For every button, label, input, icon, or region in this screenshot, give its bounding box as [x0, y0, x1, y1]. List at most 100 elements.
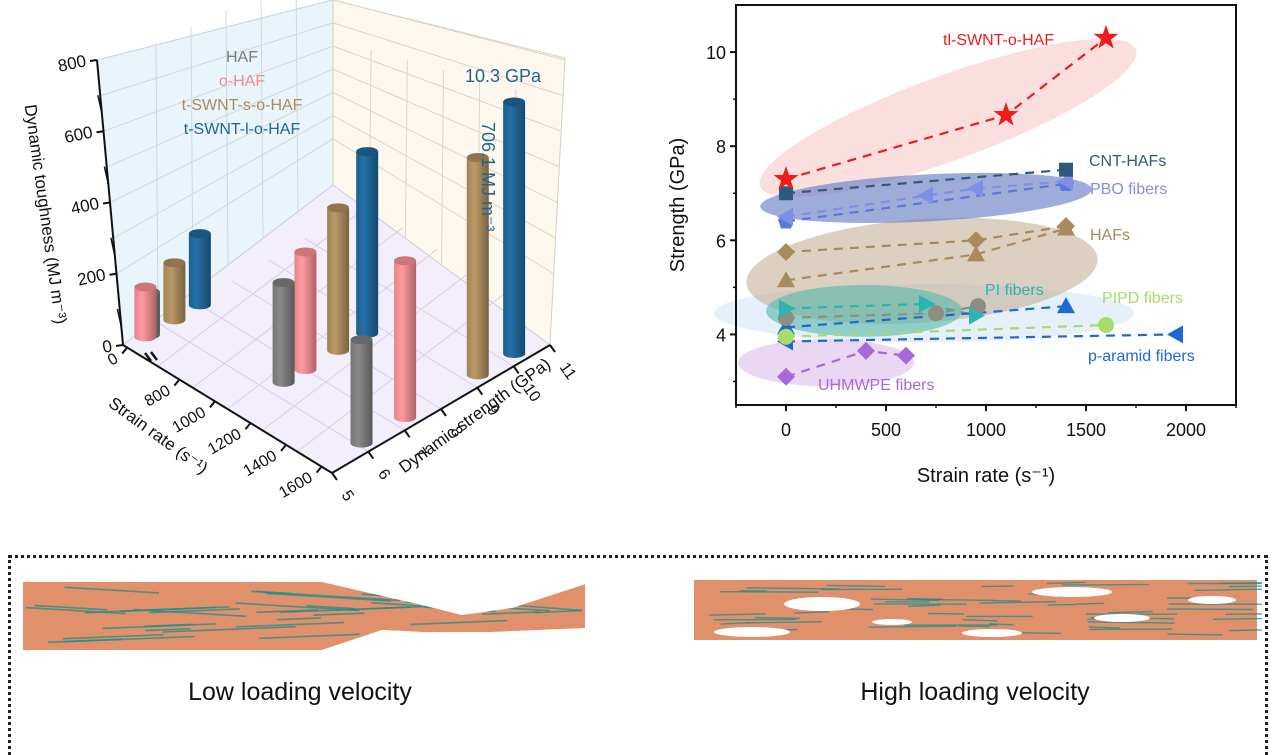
bar-body [189, 234, 211, 310]
z-tick [97, 131, 104, 132]
bar-body [163, 263, 185, 325]
legend-t-swnt-s-o-haf: t-SWNT-s-o-HAF [182, 97, 303, 114]
strength-tick [441, 409, 446, 416]
strain-tick [122, 348, 127, 354]
strain-tick-label: 1400 [241, 448, 280, 481]
polymer-chain [1076, 603, 1104, 604]
point-cnt-hafs [1059, 163, 1073, 177]
void [872, 619, 912, 625]
strength-tick-label: 6 [374, 466, 393, 483]
polymer-chain [827, 585, 885, 586]
strain-tick [245, 423, 250, 429]
polymer-chain [755, 618, 800, 619]
point-p-aramid-fibers [1167, 325, 1183, 343]
bar-top [327, 203, 349, 212]
bar-t-swnt-l-o-haf [189, 229, 211, 309]
bar-t-swnt-l-o-haf [503, 97, 525, 358]
legend-haf: HAF [226, 49, 258, 66]
strength-tick [477, 388, 482, 395]
x-tick-label: 1000 [966, 420, 1006, 440]
z-tick-label: 600 [63, 123, 95, 147]
polymer-chain [720, 592, 818, 593]
strain-tick [174, 380, 179, 386]
y-axis-title: Strength (GPa) [667, 138, 689, 273]
bar-o-haf [394, 256, 416, 422]
point-haf-circle- [928, 305, 944, 321]
point-pipd-fibers [1098, 317, 1114, 333]
strength-tick [550, 345, 555, 352]
legend-o-haf: o-HAF [219, 73, 265, 90]
polymer-chain [1225, 614, 1262, 615]
polymer-chain [1167, 609, 1252, 610]
strength-tick [332, 473, 337, 480]
strain-tick-label: 1600 [276, 469, 315, 502]
bar-body [134, 287, 156, 341]
void [962, 629, 1022, 637]
label-cnt-hafs: CNT-HAFs [1089, 153, 1166, 170]
x-tick-label: 0 [781, 420, 791, 440]
bar-top [503, 97, 525, 106]
void [1032, 587, 1112, 597]
label-uhmwpe-fibers: UHMWPE fibers [818, 377, 934, 394]
bar-top [134, 283, 156, 292]
bar-o-haf [134, 283, 156, 342]
polymer-chain [1167, 634, 1222, 635]
bar-t-swnt-s-o-haf [163, 258, 185, 324]
point-pipd-fibers [778, 329, 794, 345]
strain-tick-label: 1200 [205, 426, 244, 459]
bar-body [351, 340, 373, 448]
bar-body [327, 208, 349, 355]
void [1188, 596, 1236, 604]
x-tick-label: 1500 [1066, 420, 1106, 440]
strain-tick-label: 0 [105, 350, 121, 369]
bar-top [356, 147, 378, 156]
strain-tick [281, 445, 286, 451]
y-tick-label: 6 [716, 231, 726, 251]
fiber-sim-high-velocity [692, 578, 1262, 648]
strain-tick [210, 401, 215, 407]
x-axis-title: Strain rate (s⁻¹) [917, 465, 1055, 487]
polymer-chain [1062, 585, 1149, 586]
label-low-loading-velocity: Low loading velocity [20, 678, 580, 707]
z-tick [103, 203, 110, 204]
point-cnt-hafs [779, 186, 793, 200]
bar-o-haf [294, 247, 316, 374]
bar-top [294, 247, 316, 256]
z-tick-label: 400 [69, 194, 101, 218]
bar-body [503, 102, 525, 358]
void [714, 627, 790, 637]
strain-tick-label: 800 [142, 382, 174, 410]
bar-body [294, 252, 316, 374]
strength-tick [405, 430, 410, 437]
label-pi-fibers: PI fibers [985, 282, 1044, 299]
bar-top [394, 256, 416, 265]
bar-t-swnt-l-o-haf [356, 147, 378, 338]
bar-body [356, 152, 378, 338]
label-pbo-fibers: PBO fibers [1090, 181, 1167, 198]
strain-tick-label: 1000 [170, 404, 209, 437]
bar-haf [273, 278, 295, 387]
x-tick-label: 2000 [1166, 420, 1206, 440]
y-tick-label: 10 [706, 43, 726, 63]
z-tick-label: 800 [56, 51, 88, 75]
strength-tick-label: 11 [556, 360, 580, 383]
z-tick-label: 200 [76, 265, 108, 289]
y-tick-label: 4 [716, 325, 726, 345]
label-pipd-fibers: PIPD fibers [1102, 290, 1183, 307]
z-axis-title: Dynamic toughness (MJ m⁻³) [21, 103, 71, 325]
annotation-strength: 10.3 GPa [465, 66, 542, 86]
y-tick-label: 8 [716, 137, 726, 157]
bar-top [351, 335, 373, 344]
x-tick-label: 500 [871, 420, 901, 440]
polymer-chain [846, 609, 873, 610]
simulation-panel: Low loading velocity High loading veloci… [0, 540, 1280, 720]
bar-body [394, 261, 416, 422]
annotation-toughness: 706.1 MJ m⁻³ [478, 122, 498, 232]
strength-tick [368, 452, 373, 459]
bar-t-swnt-s-o-haf [327, 203, 349, 355]
polymer-chain [958, 626, 990, 627]
z-tick [110, 274, 117, 275]
